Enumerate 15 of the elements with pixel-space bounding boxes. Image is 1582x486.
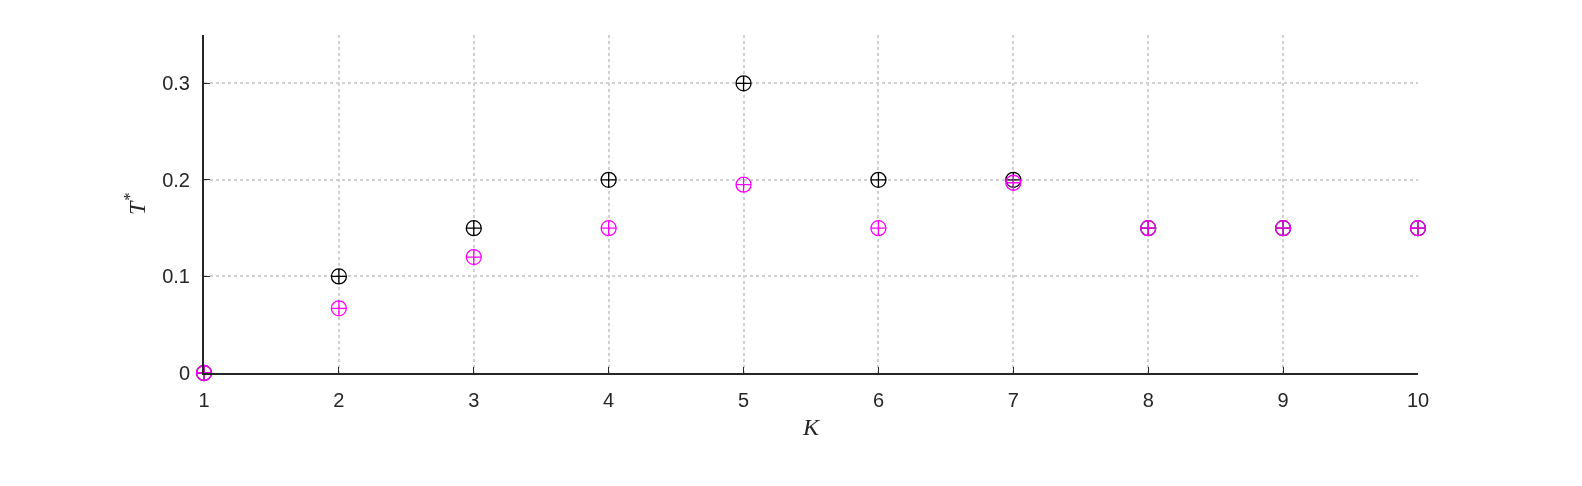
x-tick-label: 3	[468, 389, 480, 411]
x-tick-label: 6	[872, 389, 884, 411]
x-tick-label: 7	[1007, 389, 1019, 411]
y-tick-label: 0	[178, 362, 190, 384]
y-tick-label: 0.2	[162, 168, 190, 191]
x-tick-label: 1	[198, 389, 210, 411]
x-tick-label: 10	[1406, 389, 1430, 411]
x-tick-label: 2	[333, 389, 345, 411]
y-tick-label: 0.1	[162, 265, 190, 288]
x-tick-label: 8	[1142, 389, 1154, 411]
x-tick-label: 9	[1277, 389, 1289, 411]
x-axis-title: K	[801, 413, 821, 440]
x-tick-label: 4	[603, 389, 615, 411]
x-tick-label: 5	[738, 389, 750, 411]
y-tick-label: 0.3	[162, 72, 190, 95]
